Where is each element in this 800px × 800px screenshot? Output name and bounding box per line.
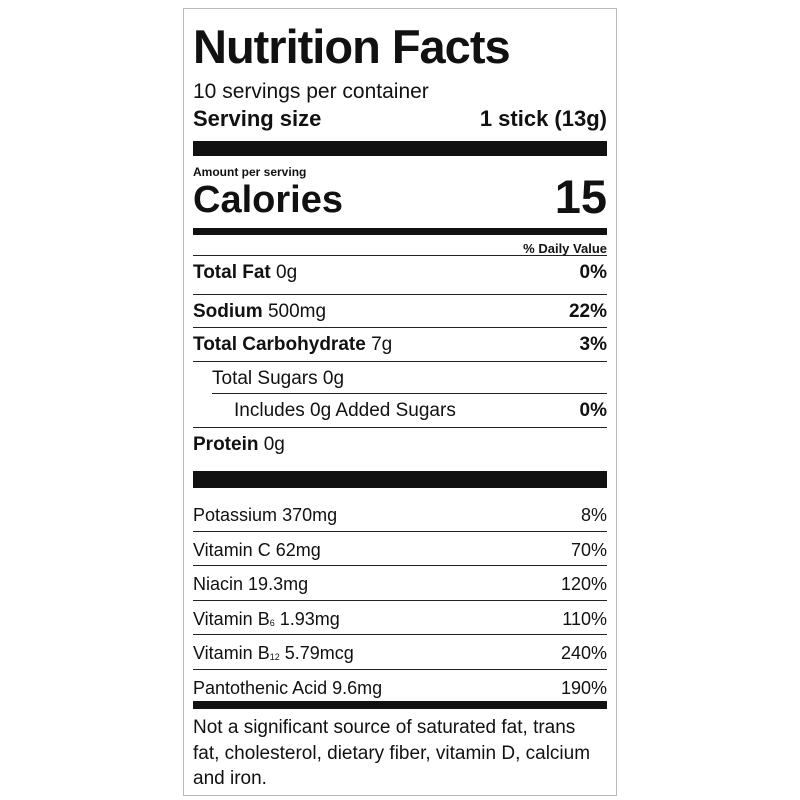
rule — [193, 294, 607, 295]
rule — [212, 393, 607, 394]
title: Nutrition Facts — [193, 20, 511, 73]
nutrient-dv: 0% — [579, 400, 607, 421]
thick-rule — [193, 141, 607, 156]
vitamin-row: Vitamin B12 5.79mcg — [193, 644, 354, 662]
vitamin-label: Niacin — [193, 574, 244, 594]
nutrient-row: Total Fat 0g — [193, 263, 297, 282]
nutrient-label: Sodium — [193, 301, 263, 322]
vitamin-dv: 120% — [560, 574, 607, 594]
rule — [193, 565, 607, 566]
calories-label: Calories — [193, 179, 343, 221]
nutrient-label: Includes 0g Added Sugars — [234, 400, 456, 421]
nutrient-dv: 22% — [568, 301, 607, 322]
rule — [193, 255, 607, 256]
vitamin-amount: 370mg — [282, 505, 338, 525]
rule — [193, 599, 607, 601]
rule — [193, 634, 607, 635]
vitamin-subscript: 6 — [269, 617, 275, 628]
medium-rule — [193, 228, 607, 235]
amount-per-serving: Amount per serving — [193, 165, 307, 179]
vitamin-amount: 1.93mg — [279, 608, 340, 629]
nutrient-amount: 7g — [371, 334, 393, 355]
nutrient-amount: 500mg — [267, 301, 327, 322]
vitamin-label: Pantothenic Acid — [193, 677, 328, 698]
vitamin-row: Vitamin C 62mg — [193, 541, 321, 559]
daily-value-header: % Daily Value — [523, 241, 607, 256]
serving-size-value: 1 stick (13g) — [479, 106, 607, 131]
rule — [193, 427, 607, 428]
vitamin-label: Potassium — [193, 505, 278, 525]
nutrient-amount: 0g — [263, 434, 285, 455]
vitamin-dv: 190% — [560, 677, 607, 698]
vitamin-amount: 5.79mcg — [284, 643, 354, 663]
nutrient-label: Total Carbohydrate — [193, 334, 366, 355]
thick-rule — [193, 471, 607, 488]
rule — [193, 361, 607, 362]
vitamin-dv: 70% — [570, 539, 607, 560]
footnote: Not a significant source of saturated fa… — [193, 717, 591, 789]
calories-value: 15 — [554, 170, 607, 223]
nutrient-row: Protein 0g — [193, 435, 285, 454]
vitamin-label: Vitamin C — [193, 539, 271, 560]
servings: 10 servings per container — [193, 80, 429, 103]
rule — [193, 668, 607, 670]
nutrient-row: Includes 0g Added Sugars — [234, 401, 456, 420]
nutrient-label: Total Fat — [193, 262, 271, 283]
rule — [193, 530, 607, 532]
vitamin-row: Potassium 370mg — [193, 506, 337, 524]
vitamin-subscript: 12 — [269, 652, 280, 662]
vitamin-amount: 19.3mg — [248, 574, 309, 594]
vitamin-label: Vitamin B — [193, 643, 270, 663]
nutrient-row: Sodium 500mg — [193, 302, 326, 321]
nutrient-label: Protein — [193, 434, 259, 455]
medium-rule — [193, 701, 607, 709]
nutrient-dv: 3% — [579, 334, 607, 355]
vitamin-dv: 110% — [562, 608, 607, 629]
vitamin-amount: 9.6mg — [332, 677, 383, 698]
vitamin-label: Vitamin B — [193, 608, 270, 629]
serving-size-label: Serving size — [193, 106, 322, 131]
nutrition-label: Nutrition Facts 10 servings per containe… — [183, 8, 617, 796]
vitamin-dv: 8% — [580, 505, 607, 525]
vitamin-row: Vitamin B6 1.93mg — [193, 610, 340, 628]
vitamin-dv: 240% — [560, 643, 607, 663]
nutrient-row: Total Sugars 0g — [212, 369, 344, 388]
rule — [193, 327, 607, 328]
nutrient-dv: 0% — [579, 262, 607, 283]
nutrient-label: Total Sugars 0g — [212, 368, 345, 389]
vitamin-amount: 62mg — [275, 539, 321, 560]
vitamin-row: Pantothenic Acid 9.6mg — [193, 679, 382, 697]
vitamin-row: Niacin 19.3mg — [193, 575, 308, 593]
nutrient-row: Total Carbohydrate 7g — [193, 335, 392, 354]
nutrient-amount: 0g — [276, 262, 298, 283]
